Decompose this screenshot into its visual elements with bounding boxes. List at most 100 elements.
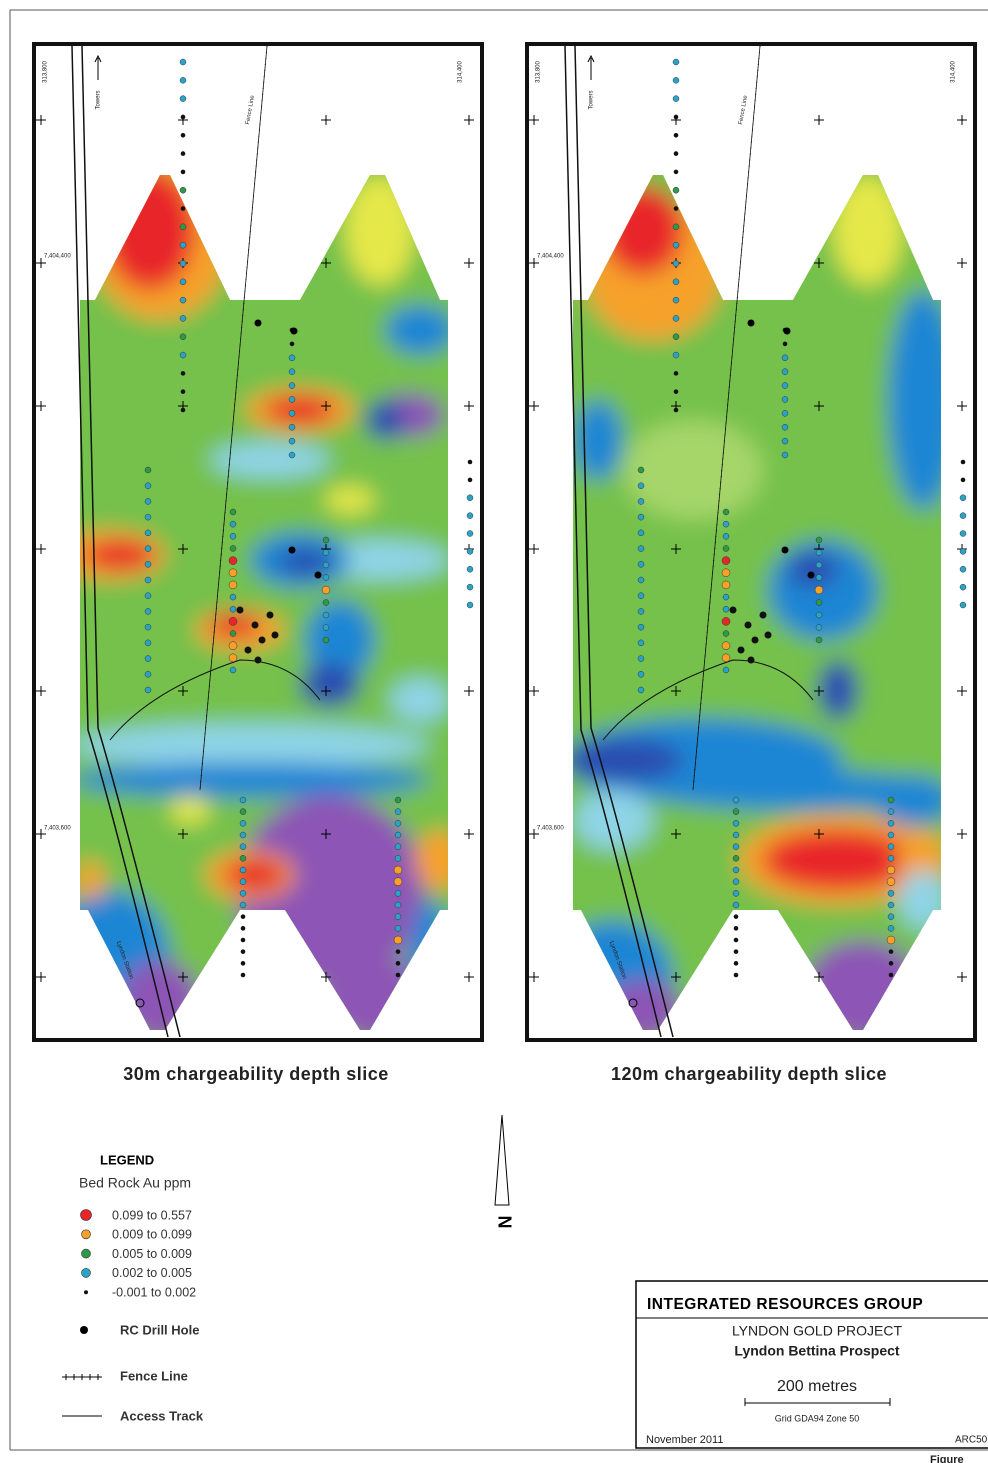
drill-sample [394, 866, 402, 874]
anomaly [225, 859, 285, 891]
drill-sample [734, 949, 739, 954]
drill-sample [674, 170, 679, 175]
drill-sample [816, 600, 822, 606]
drill-sample [395, 797, 401, 803]
drill-sample [961, 460, 966, 465]
drill-sample [180, 315, 186, 321]
drill-sample [723, 521, 729, 527]
drill-sample [396, 949, 401, 954]
title-block: INTEGRATED RESOURCES GROUP LYNDON GOLD P… [636, 1281, 988, 1463]
drill-sample [638, 671, 644, 677]
legend-label: Fence Line [120, 1368, 188, 1383]
drill-sample [734, 961, 739, 966]
drill-hole [748, 320, 755, 327]
drill-sample [180, 297, 186, 303]
drill-sample [638, 608, 644, 614]
drill-sample [145, 561, 151, 567]
drill-sample [180, 96, 186, 102]
drill-sample [323, 637, 329, 643]
drill-hole [760, 612, 767, 619]
drill-sample [145, 467, 151, 473]
drill-sample [289, 452, 295, 458]
anomaly [563, 738, 683, 782]
drill-sample [181, 371, 186, 376]
drill-sample [723, 545, 729, 551]
drill-sample [638, 498, 644, 504]
drill-sample [723, 606, 729, 612]
drill-sample [395, 925, 401, 931]
drill-sample [782, 396, 788, 402]
anomaly [70, 762, 430, 798]
drill-sample [673, 297, 679, 303]
drill-sample [240, 797, 246, 803]
anomaly [788, 552, 838, 588]
drill-sample [673, 96, 679, 102]
drill-sample [733, 855, 739, 861]
drill-sample [240, 867, 246, 873]
drill-sample [240, 832, 246, 838]
anomaly [170, 796, 210, 824]
drill-sample [181, 115, 186, 120]
northing-label: 7,403,600 [44, 826, 71, 832]
drill-sample [888, 914, 894, 920]
drill-sample [638, 687, 644, 693]
drill-sample [289, 355, 295, 361]
drill-sample [289, 438, 295, 444]
drill-sample [181, 133, 186, 138]
panel-caption: 30m chargeability depth slice [123, 1064, 389, 1084]
drill-sample [229, 654, 237, 662]
drill-sample [289, 424, 295, 430]
drill-sample [733, 844, 739, 850]
reference-label: ARC50 [955, 1435, 988, 1446]
drill-sample [960, 548, 966, 554]
drill-hole [748, 657, 755, 664]
towers-label: Towers [589, 90, 595, 109]
drill-sample [723, 594, 729, 600]
drill-sample [468, 460, 473, 465]
drill-sample [289, 383, 295, 389]
drill-sample [638, 593, 644, 599]
drill-sample [229, 617, 237, 625]
company-name: INTEGRATED RESOURCES GROUP [647, 1296, 923, 1313]
drill-sample [323, 575, 329, 581]
legend-item-label: 0.099 to 0.557 [112, 1208, 192, 1222]
drill-sample [240, 809, 246, 815]
drill-sample [323, 625, 329, 631]
legend-label: Access Track [120, 1408, 204, 1423]
drill-sample [960, 602, 966, 608]
drill-sample [229, 642, 237, 650]
drill-hole [245, 647, 252, 654]
drill-sample [782, 410, 788, 416]
easting-label: 313,800 [536, 61, 542, 83]
drill-hole [272, 632, 279, 639]
drill-hole [765, 632, 772, 639]
date-label: November 2011 [646, 1434, 723, 1446]
grid-label: Grid GDA94 Zone 50 [775, 1413, 860, 1423]
legend-swatch [82, 1249, 91, 1258]
drill-sample [230, 631, 236, 637]
drill-sample [674, 408, 679, 413]
drill-sample [734, 973, 739, 978]
drill-sample [240, 820, 246, 826]
drill-sample [816, 575, 822, 581]
drill-sample [145, 546, 151, 552]
drill-sample [638, 546, 644, 552]
drill-sample [888, 925, 894, 931]
drill-sample [145, 514, 151, 520]
drill-sample [782, 452, 788, 458]
drill-sample [180, 242, 186, 248]
drill-sample [734, 914, 739, 919]
drill-sample [180, 260, 186, 266]
drill-sample [638, 656, 644, 662]
drill-sample [889, 961, 894, 966]
drill-sample [468, 478, 473, 483]
anomaly [818, 660, 858, 720]
anomaly [265, 396, 335, 424]
drill-sample [733, 890, 739, 896]
drill-sample [240, 879, 246, 885]
drill-sample [395, 914, 401, 920]
northing-label: 7,403,600 [537, 826, 564, 832]
drill-sample [394, 878, 402, 886]
drill-sample [638, 467, 644, 473]
legend-swatch [82, 1230, 91, 1239]
